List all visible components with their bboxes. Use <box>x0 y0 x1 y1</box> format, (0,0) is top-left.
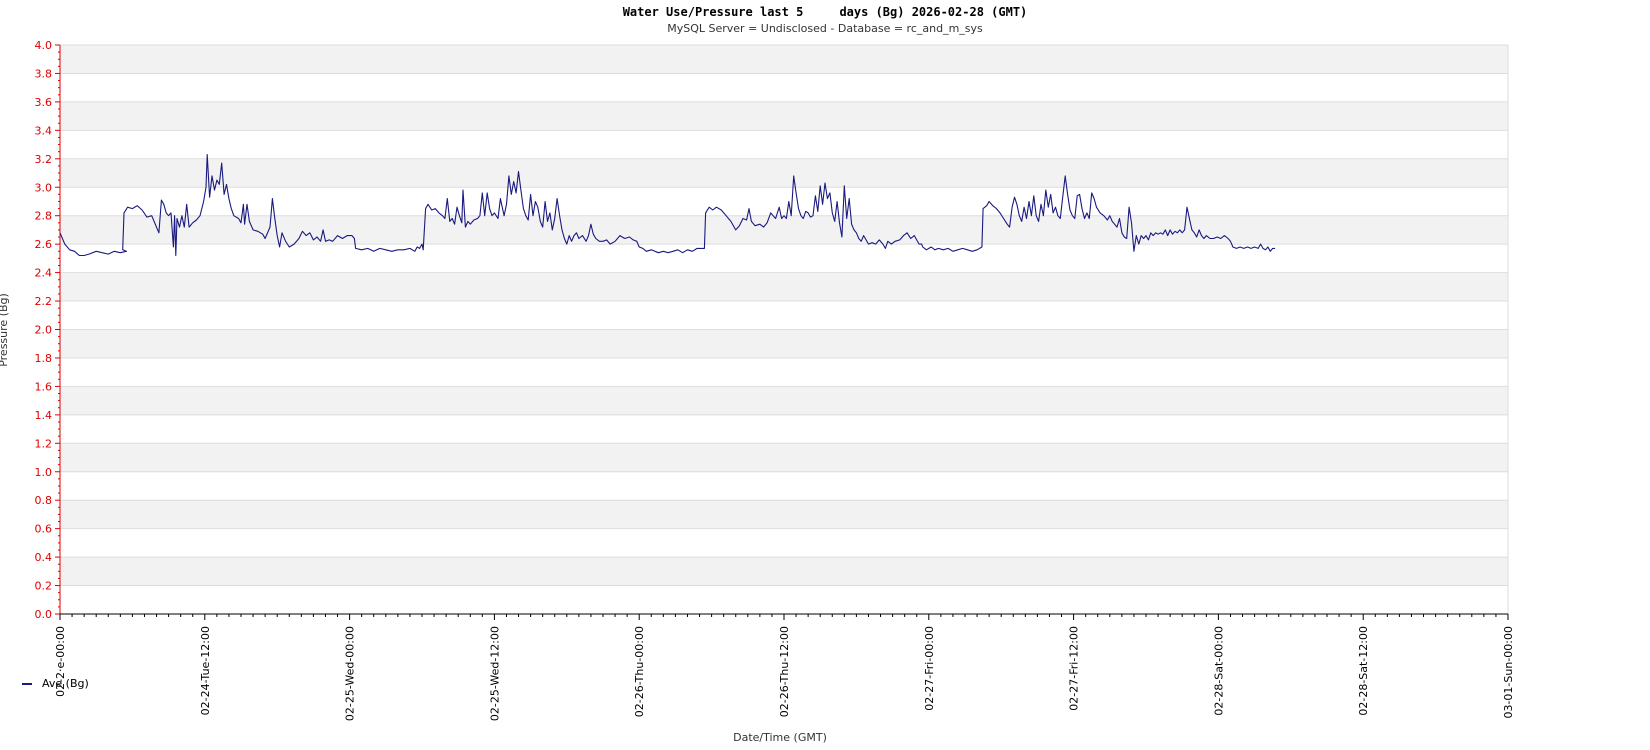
y-tick-label: 0.8 <box>35 494 53 507</box>
data-series <box>59 153 1276 257</box>
y-tick-label: 3.0 <box>35 181 53 194</box>
x-tick-label: 02-25-Wed-00:00 <box>344 626 357 721</box>
grid-band <box>60 158 1508 188</box>
x-axis: 02-2·e-00:00 02-24-Tue-12:00 02-25-Wed-00:… <box>54 613 1515 721</box>
x-tick-label: 02-24-Tue-12:00 <box>199 626 212 715</box>
y-tick-label: 2.0 <box>35 324 53 337</box>
x-tick-label: 02-26-Thu-12:00 <box>778 626 791 717</box>
y-tick-label: 3.2 <box>35 153 53 166</box>
grid-band <box>60 386 1508 415</box>
y-tick-label: 2.4 <box>35 267 53 280</box>
chart-title: Water Use/Pressure last 5 days (Bg) 2026… <box>623 5 1028 19</box>
y-axis-label: Pressure (Bg) <box>0 293 10 367</box>
chart-subtitle: MySQL Server = Undisclosed - Database = … <box>667 22 983 35</box>
x-tick-label: 02-28-Sat-00:00 <box>1212 626 1225 716</box>
grid-band <box>60 557 1508 586</box>
x-tick-label: 02-28-Sat-12:00 <box>1357 626 1370 716</box>
grid-band <box>60 329 1508 358</box>
grid-band <box>60 272 1508 302</box>
y-tick-label: 4.0 <box>35 39 53 52</box>
series-line <box>59 153 1276 257</box>
y-tick-label: 1.0 <box>35 466 53 479</box>
x-tick-label: 02-27-Fri-12:00 <box>1068 626 1081 711</box>
grid-band <box>60 500 1508 529</box>
grid-band <box>60 45 1508 74</box>
grid-bands <box>60 44 1509 615</box>
legend: Ave (Bg) <box>22 677 89 690</box>
x-tick-label: 02-26-Thu-00:00 <box>633 626 646 717</box>
grid-band <box>60 215 1508 245</box>
x-tick-label: 02-25-Wed-12:00 <box>488 626 501 721</box>
y-tick-label: 0.6 <box>35 523 53 536</box>
x-tick-label: 02-27-Fri-00:00 <box>923 626 936 711</box>
y-tick-label: 2.2 <box>35 295 53 308</box>
y-tick-label: 0.0 <box>35 608 53 621</box>
y-tick-label: 3.8 <box>35 67 53 80</box>
y-tick-label: 1.8 <box>35 352 53 365</box>
x-tick-label: 02-2·e-00:00 <box>54 626 67 697</box>
x-axis-label: Date/Time (GMT) <box>733 731 827 744</box>
x-tick-label: 03-01-Sun-00:00 <box>1502 626 1515 719</box>
y-tick-label: 0.2 <box>35 580 53 593</box>
y-tick-label: 3.6 <box>35 96 53 109</box>
grid-band <box>60 443 1508 472</box>
y-tick-label: 1.2 <box>35 437 53 450</box>
y-tick-label: 2.8 <box>35 210 53 223</box>
y-tick-label: 1.6 <box>35 380 53 393</box>
grid-band <box>60 101 1508 131</box>
y-tick-label: 3.4 <box>35 124 53 137</box>
y-tick-label: 2.6 <box>35 238 53 251</box>
y-tick-label: 0.4 <box>35 551 53 564</box>
y-axis: 0.0 0.2 0.4 0.6 0.8 1.0 1.2 1.4 1.6 1.8 2.0 2.2 2.4 2… <box>35 39 61 621</box>
y-tick-label: 1.4 <box>35 409 53 422</box>
legend-label: Ave (Bg) <box>42 677 89 690</box>
